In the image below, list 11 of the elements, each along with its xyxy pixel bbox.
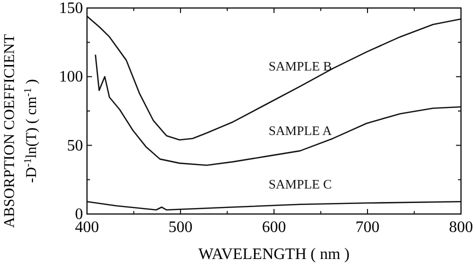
y-tick-label: 50 (67, 137, 83, 154)
x-tick-label: 800 (449, 219, 473, 236)
x-tick-label: 500 (168, 219, 192, 236)
x-tick-label: 600 (262, 219, 286, 236)
series-label: SAMPLE C (268, 176, 332, 192)
y-tick-label: 100 (59, 68, 83, 86)
series-label: SAMPLE B (268, 58, 332, 74)
series-label: SAMPLE A (268, 122, 332, 138)
x-axis-title: WAVELENGTH ( nm ) (198, 246, 350, 263)
y-tick-label: 150 (59, 0, 83, 17)
x-tick-label: 700 (356, 219, 380, 236)
